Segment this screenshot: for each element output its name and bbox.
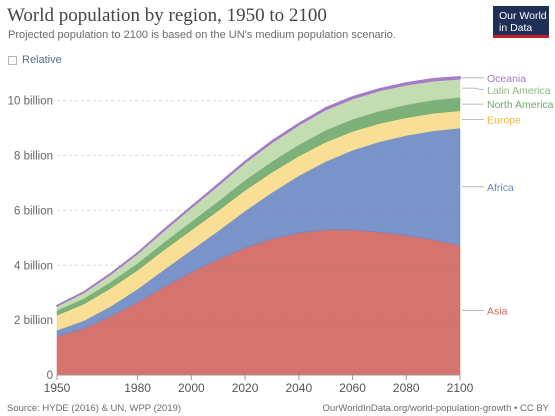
series-label-latin-america: Latin America xyxy=(487,85,551,97)
relative-checkbox[interactable] xyxy=(8,55,17,65)
chart-subtitle: Projected population to 2100 is based on… xyxy=(8,29,396,41)
y-tick-label: 2 billion xyxy=(14,315,53,327)
area-oceania xyxy=(56,75,461,308)
x-tick-label: 2000 xyxy=(178,381,205,395)
y-tick-label: 10 billion xyxy=(8,96,53,108)
series-label-north-america: North America xyxy=(487,99,554,111)
x-tick-label: 2060 xyxy=(339,381,366,395)
series-label-europe: Europe xyxy=(487,114,521,126)
owid-logo[interactable]: Our World in Data xyxy=(493,6,549,38)
y-tick-labels: 0 2 billion 4 billion 6 billion 8 billion 10 … xyxy=(8,96,53,382)
source-note[interactable]: Source: HYDE (2016) & UN, WPP (2019) xyxy=(7,403,182,414)
area-series xyxy=(56,75,461,376)
x-tick-label: 2020 xyxy=(232,381,259,395)
y-tick-label: 8 billion xyxy=(14,151,53,163)
logo-line-1: Our World xyxy=(499,10,547,22)
x-tick-label: 2080 xyxy=(393,381,420,395)
x-axis: 1950 1980 2000 2020 2040 2060 2080 2100 xyxy=(44,374,474,395)
x-tick-label: 2100 xyxy=(447,381,474,395)
series-label-africa: Africa xyxy=(487,182,514,194)
x-tick-label: 1980 xyxy=(124,381,151,395)
x-tick-label: 2040 xyxy=(285,381,312,395)
series-label-oceania: Oceania xyxy=(487,73,526,85)
y-tick-label: 6 billion xyxy=(14,205,53,217)
chart-title: World population by region, 1950 to 2100 xyxy=(7,5,327,26)
relative-toggle[interactable]: Relative xyxy=(8,54,62,66)
y-tick-label: 4 billion xyxy=(14,260,53,272)
label-leader-latin-america xyxy=(462,87,485,91)
credit-link[interactable]: OurWorldInData.org/world-population-grow… xyxy=(322,403,550,414)
relative-label: Relative xyxy=(22,54,62,66)
logo-line-2: in Data xyxy=(499,22,533,34)
series-label-asia: Asia xyxy=(487,305,508,317)
x-tick-label: 1950 xyxy=(44,381,71,395)
y-tick-label: 0 xyxy=(47,370,53,382)
